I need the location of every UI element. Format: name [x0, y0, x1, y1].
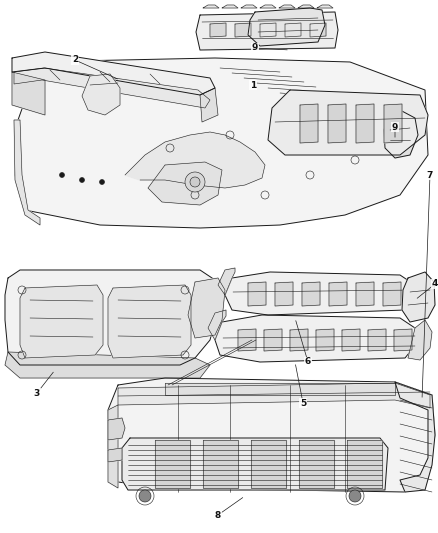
Polygon shape — [12, 52, 215, 95]
Polygon shape — [203, 5, 219, 8]
Circle shape — [185, 172, 205, 192]
Polygon shape — [298, 5, 314, 8]
Text: 7: 7 — [427, 171, 433, 180]
Polygon shape — [108, 378, 435, 492]
Circle shape — [190, 177, 200, 187]
Polygon shape — [299, 440, 334, 488]
Polygon shape — [300, 104, 318, 143]
Polygon shape — [264, 329, 282, 351]
Polygon shape — [260, 23, 276, 37]
Polygon shape — [275, 282, 293, 306]
Polygon shape — [108, 285, 191, 358]
Polygon shape — [317, 5, 333, 8]
Polygon shape — [125, 132, 265, 188]
Polygon shape — [342, 329, 360, 351]
Polygon shape — [384, 110, 418, 158]
Polygon shape — [347, 440, 382, 488]
Polygon shape — [235, 23, 251, 37]
Polygon shape — [356, 104, 374, 143]
Polygon shape — [12, 72, 45, 115]
Polygon shape — [108, 418, 125, 440]
Polygon shape — [268, 90, 428, 155]
Polygon shape — [225, 272, 418, 315]
Polygon shape — [188, 278, 225, 338]
Polygon shape — [122, 438, 388, 490]
Polygon shape — [356, 282, 374, 306]
Text: 1: 1 — [250, 80, 256, 90]
Polygon shape — [15, 58, 428, 228]
Text: 6: 6 — [305, 358, 311, 367]
Polygon shape — [395, 382, 435, 492]
Polygon shape — [316, 329, 334, 351]
Polygon shape — [5, 270, 218, 365]
Text: 3: 3 — [34, 389, 40, 398]
Polygon shape — [384, 104, 402, 143]
Text: 8: 8 — [215, 511, 221, 520]
Polygon shape — [279, 5, 295, 8]
Polygon shape — [260, 5, 276, 8]
Polygon shape — [215, 315, 418, 362]
Polygon shape — [203, 440, 238, 488]
Polygon shape — [208, 310, 226, 340]
Circle shape — [99, 180, 105, 184]
Circle shape — [349, 490, 361, 502]
Polygon shape — [5, 352, 210, 378]
Polygon shape — [241, 5, 257, 8]
Polygon shape — [408, 320, 432, 360]
Polygon shape — [408, 278, 430, 315]
Polygon shape — [14, 68, 210, 108]
Polygon shape — [82, 74, 120, 115]
Polygon shape — [148, 162, 222, 205]
Polygon shape — [310, 23, 326, 37]
Polygon shape — [238, 329, 256, 351]
Polygon shape — [196, 12, 338, 50]
Text: 4: 4 — [432, 279, 438, 288]
Polygon shape — [248, 282, 266, 306]
Polygon shape — [155, 440, 190, 488]
Circle shape — [60, 173, 64, 177]
Polygon shape — [108, 405, 118, 488]
Polygon shape — [368, 329, 386, 351]
Polygon shape — [200, 88, 218, 122]
Text: 9: 9 — [252, 44, 258, 52]
Polygon shape — [251, 440, 286, 488]
Polygon shape — [218, 268, 235, 295]
Polygon shape — [20, 285, 103, 358]
Text: 2: 2 — [72, 55, 78, 64]
Polygon shape — [14, 120, 40, 225]
Polygon shape — [290, 329, 308, 351]
Polygon shape — [383, 282, 401, 306]
Polygon shape — [402, 272, 435, 322]
Polygon shape — [108, 448, 122, 462]
Polygon shape — [394, 329, 412, 351]
Polygon shape — [328, 104, 346, 143]
Polygon shape — [118, 383, 430, 408]
Text: 9: 9 — [392, 123, 398, 132]
Polygon shape — [329, 282, 347, 306]
Text: 5: 5 — [300, 399, 306, 408]
Polygon shape — [210, 23, 226, 37]
Polygon shape — [248, 8, 325, 46]
Polygon shape — [302, 282, 320, 306]
Circle shape — [80, 177, 85, 182]
Polygon shape — [222, 5, 238, 8]
Polygon shape — [165, 383, 395, 395]
Polygon shape — [285, 23, 301, 37]
Circle shape — [139, 490, 151, 502]
